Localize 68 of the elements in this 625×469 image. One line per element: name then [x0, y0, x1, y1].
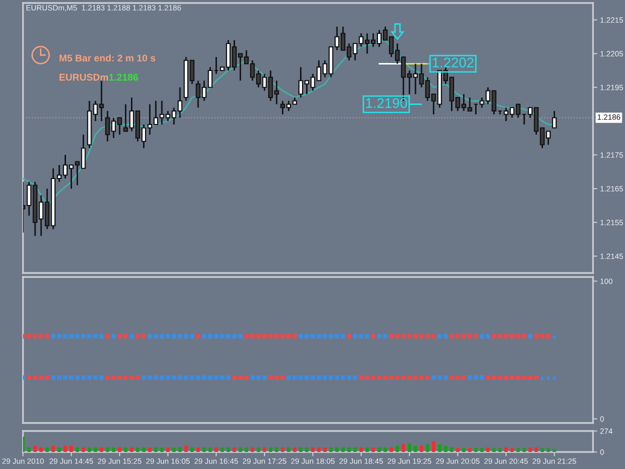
bar	[52, 446, 55, 452]
bar	[232, 447, 236, 452]
bar	[226, 447, 230, 452]
bar	[534, 447, 538, 452]
bar	[160, 447, 164, 452]
bar	[522, 448, 526, 452]
annotation: 1.2202	[432, 58, 474, 68]
bar	[64, 446, 67, 452]
bar	[474, 448, 478, 452]
annotation: 1.2190	[366, 98, 407, 108]
bar	[359, 447, 363, 452]
bar	[317, 447, 321, 452]
bar	[130, 447, 134, 452]
bar	[142, 447, 146, 452]
bar	[498, 448, 502, 452]
bar	[202, 447, 206, 452]
bar	[82, 447, 86, 452]
bar	[396, 446, 400, 452]
bar	[274, 447, 278, 452]
bar	[305, 447, 308, 452]
bar	[552, 448, 556, 452]
bar	[124, 447, 128, 452]
annotation: 1.2186	[109, 74, 138, 81]
bar	[299, 447, 302, 452]
bar	[468, 448, 472, 452]
bar	[280, 447, 284, 452]
bar	[480, 448, 484, 452]
annotation: EURUSDm	[60, 74, 108, 81]
bar	[323, 447, 327, 452]
bar	[432, 441, 436, 452]
bar	[444, 446, 448, 452]
bar	[39, 447, 43, 452]
bar	[366, 447, 369, 452]
bar	[378, 447, 381, 452]
bar	[238, 447, 242, 452]
bar	[76, 447, 80, 452]
bar	[384, 447, 387, 452]
bar	[148, 447, 152, 452]
bar	[462, 448, 466, 452]
bar	[456, 448, 460, 452]
bar	[528, 447, 532, 452]
bar	[492, 448, 496, 452]
bar	[287, 447, 290, 452]
bar	[118, 447, 122, 452]
bar	[208, 447, 212, 452]
bar	[214, 447, 218, 452]
bar	[438, 444, 442, 452]
bar	[516, 448, 520, 452]
bar	[353, 447, 357, 452]
bar	[390, 447, 393, 452]
bar	[402, 444, 406, 452]
candlestick	[552, 110, 557, 129]
bar	[450, 447, 454, 452]
bar	[510, 448, 514, 452]
bar	[58, 447, 61, 452]
bar	[546, 448, 550, 452]
bar	[136, 447, 140, 452]
bar	[220, 447, 224, 452]
bar	[372, 447, 375, 452]
annotation: M5 Bar end: 2 m 10 s	[60, 54, 156, 62]
bar	[196, 447, 200, 452]
bar	[540, 448, 544, 452]
bar	[311, 447, 314, 452]
bar	[70, 446, 73, 452]
bar	[154, 447, 158, 452]
bar	[45, 447, 49, 452]
bar	[293, 447, 296, 452]
bar	[408, 444, 412, 452]
